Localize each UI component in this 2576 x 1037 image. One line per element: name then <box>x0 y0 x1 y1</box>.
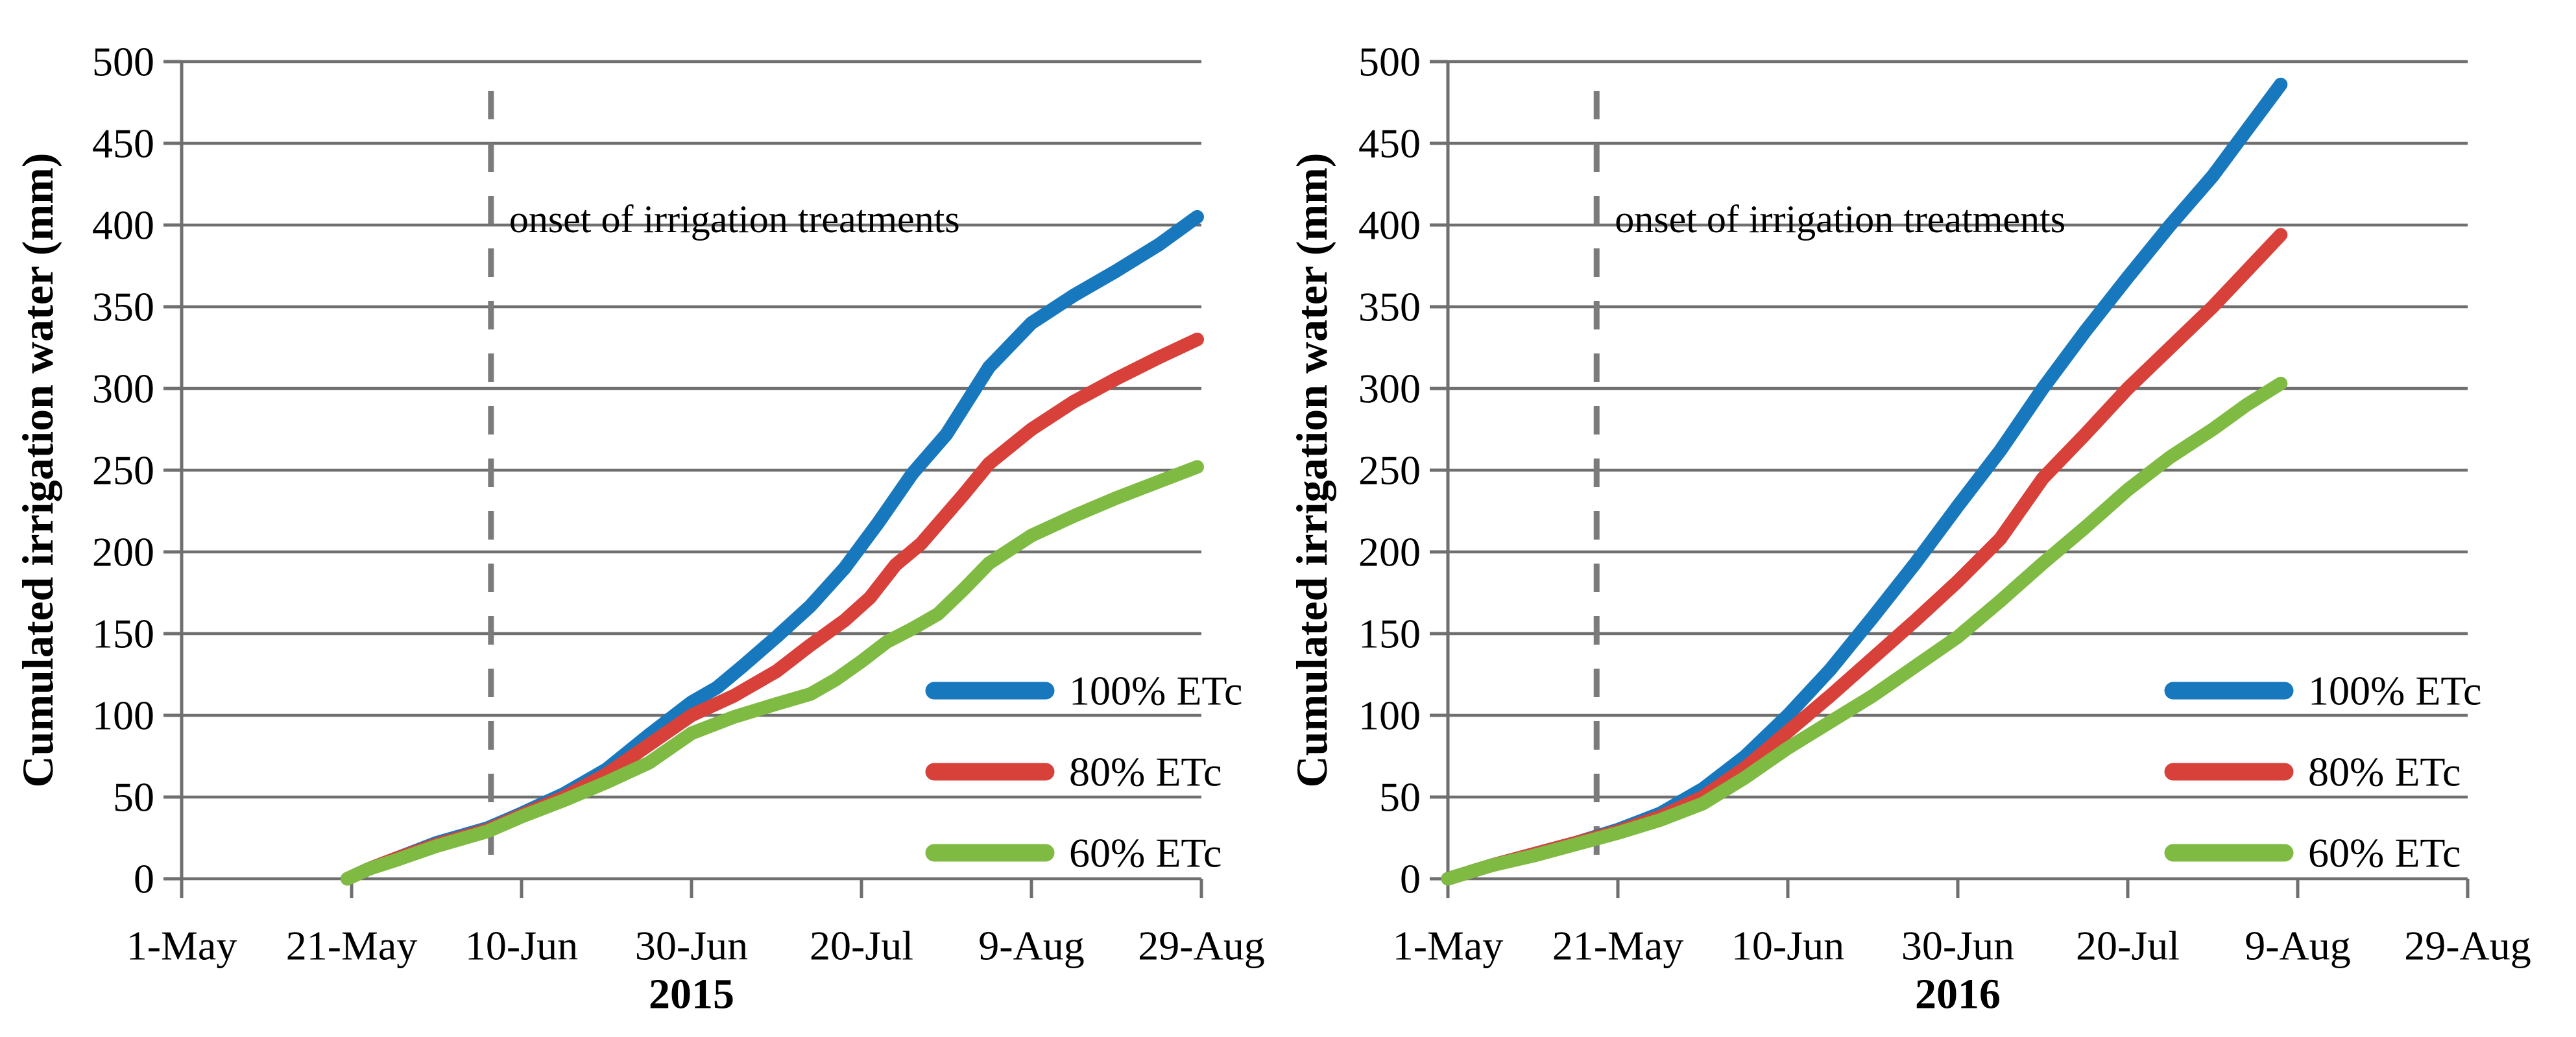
x-tick-label-9-aug: 9-Aug <box>2245 923 2351 969</box>
y-tick-label-450: 450 <box>92 121 154 167</box>
y-tick-label-200: 200 <box>92 529 154 575</box>
onset-annotation: onset of irrigation treatments <box>1615 198 2065 241</box>
onset-annotation: onset of irrigation treatments <box>509 198 960 241</box>
y-tick-label-0: 0 <box>1400 856 1421 902</box>
y-tick-label-250: 250 <box>92 447 154 494</box>
y-tick-label-150: 150 <box>92 611 154 657</box>
x-tick-label-20-jul: 20-Jul <box>2076 923 2180 969</box>
y-axis-title: Cumulated irrigation water (mm) <box>13 153 62 788</box>
y-tick-label-500: 500 <box>1358 39 1421 85</box>
x-tick-label-21-may: 21-May <box>286 923 418 969</box>
legend-label-80-etc: 80% ETc <box>2308 749 2461 795</box>
y-tick-label-150: 150 <box>1358 611 1421 657</box>
legend-label-100-etc: 100% ETc <box>2308 668 2481 714</box>
legend-label-60-etc: 60% ETc <box>2308 830 2461 876</box>
series-line-80-etc <box>1441 228 2288 886</box>
x-tick-label-20-jul: 20-Jul <box>810 923 913 969</box>
x-tick-label-9-aug: 9-Aug <box>978 923 1085 969</box>
y-tick-label-250: 250 <box>1358 447 1421 494</box>
y-tick-label-300: 300 <box>92 366 154 412</box>
y-tick-label-300: 300 <box>1358 366 1421 412</box>
y-tick-label-50: 50 <box>1379 774 1421 820</box>
y-tick-label-400: 400 <box>1358 202 1421 248</box>
year-label-2016: 2016 <box>1915 971 2001 1018</box>
chart-svg-2016: 0 50 100 150 200 250 300 350 400 450 500 onset of i… <box>1287 39 2531 1018</box>
x-tick-label-21-may: 21-May <box>1552 923 1684 969</box>
y-tick-label-450: 450 <box>1358 121 1421 167</box>
legend-label-60-etc: 60% ETc <box>1069 830 1222 876</box>
x-tick-label-29-aug: 29-Aug <box>2404 923 2531 969</box>
x-tick-label-29-aug: 29-Aug <box>1138 923 1265 969</box>
chart-svg-2015: 0 50 100 150 200 250 300 350 400 450 500 onset of i… <box>13 39 1265 1018</box>
y-tick-label-50: 50 <box>113 774 154 820</box>
y-tick-label-500: 500 <box>92 39 154 85</box>
y-tick-label-400: 400 <box>92 202 154 248</box>
legend-label-100-etc: 100% ETc <box>1069 668 1242 714</box>
chart-panel-2015: 0 50 100 150 200 250 300 350 400 450 500 onset of i… <box>13 39 1265 1018</box>
y-tick-label-0: 0 <box>134 856 154 902</box>
y-tick-label-350: 350 <box>92 284 154 330</box>
y-tick-label-350: 350 <box>1358 284 1421 330</box>
series-line-60-etc <box>341 460 1204 886</box>
chart-panel-2016: 0 50 100 150 200 250 300 350 400 450 500 onset of i… <box>1287 0 2576 1037</box>
x-tick-label-10-jun: 10-Jun <box>465 923 578 969</box>
x-tick-label-30-jun: 30-Jun <box>635 923 748 969</box>
y-tick-label-200: 200 <box>1358 529 1421 575</box>
x-tick-label-1-may: 1-May <box>1393 923 1504 969</box>
year-label-2015: 2015 <box>649 971 734 1018</box>
series-line-60-etc <box>1441 376 2288 886</box>
x-tick-label-1-may: 1-May <box>126 923 237 969</box>
y-axis-title: Cumulated irrigation water (mm) <box>1288 153 1336 788</box>
x-tick-label-10-jun: 10-Jun <box>1731 923 1844 969</box>
y-tick-label-100: 100 <box>92 693 154 739</box>
legend-label-80-etc: 80% ETc <box>1069 749 1222 795</box>
x-tick-label-30-jun: 30-Jun <box>1901 923 2014 969</box>
y-tick-label-100: 100 <box>1358 693 1421 739</box>
